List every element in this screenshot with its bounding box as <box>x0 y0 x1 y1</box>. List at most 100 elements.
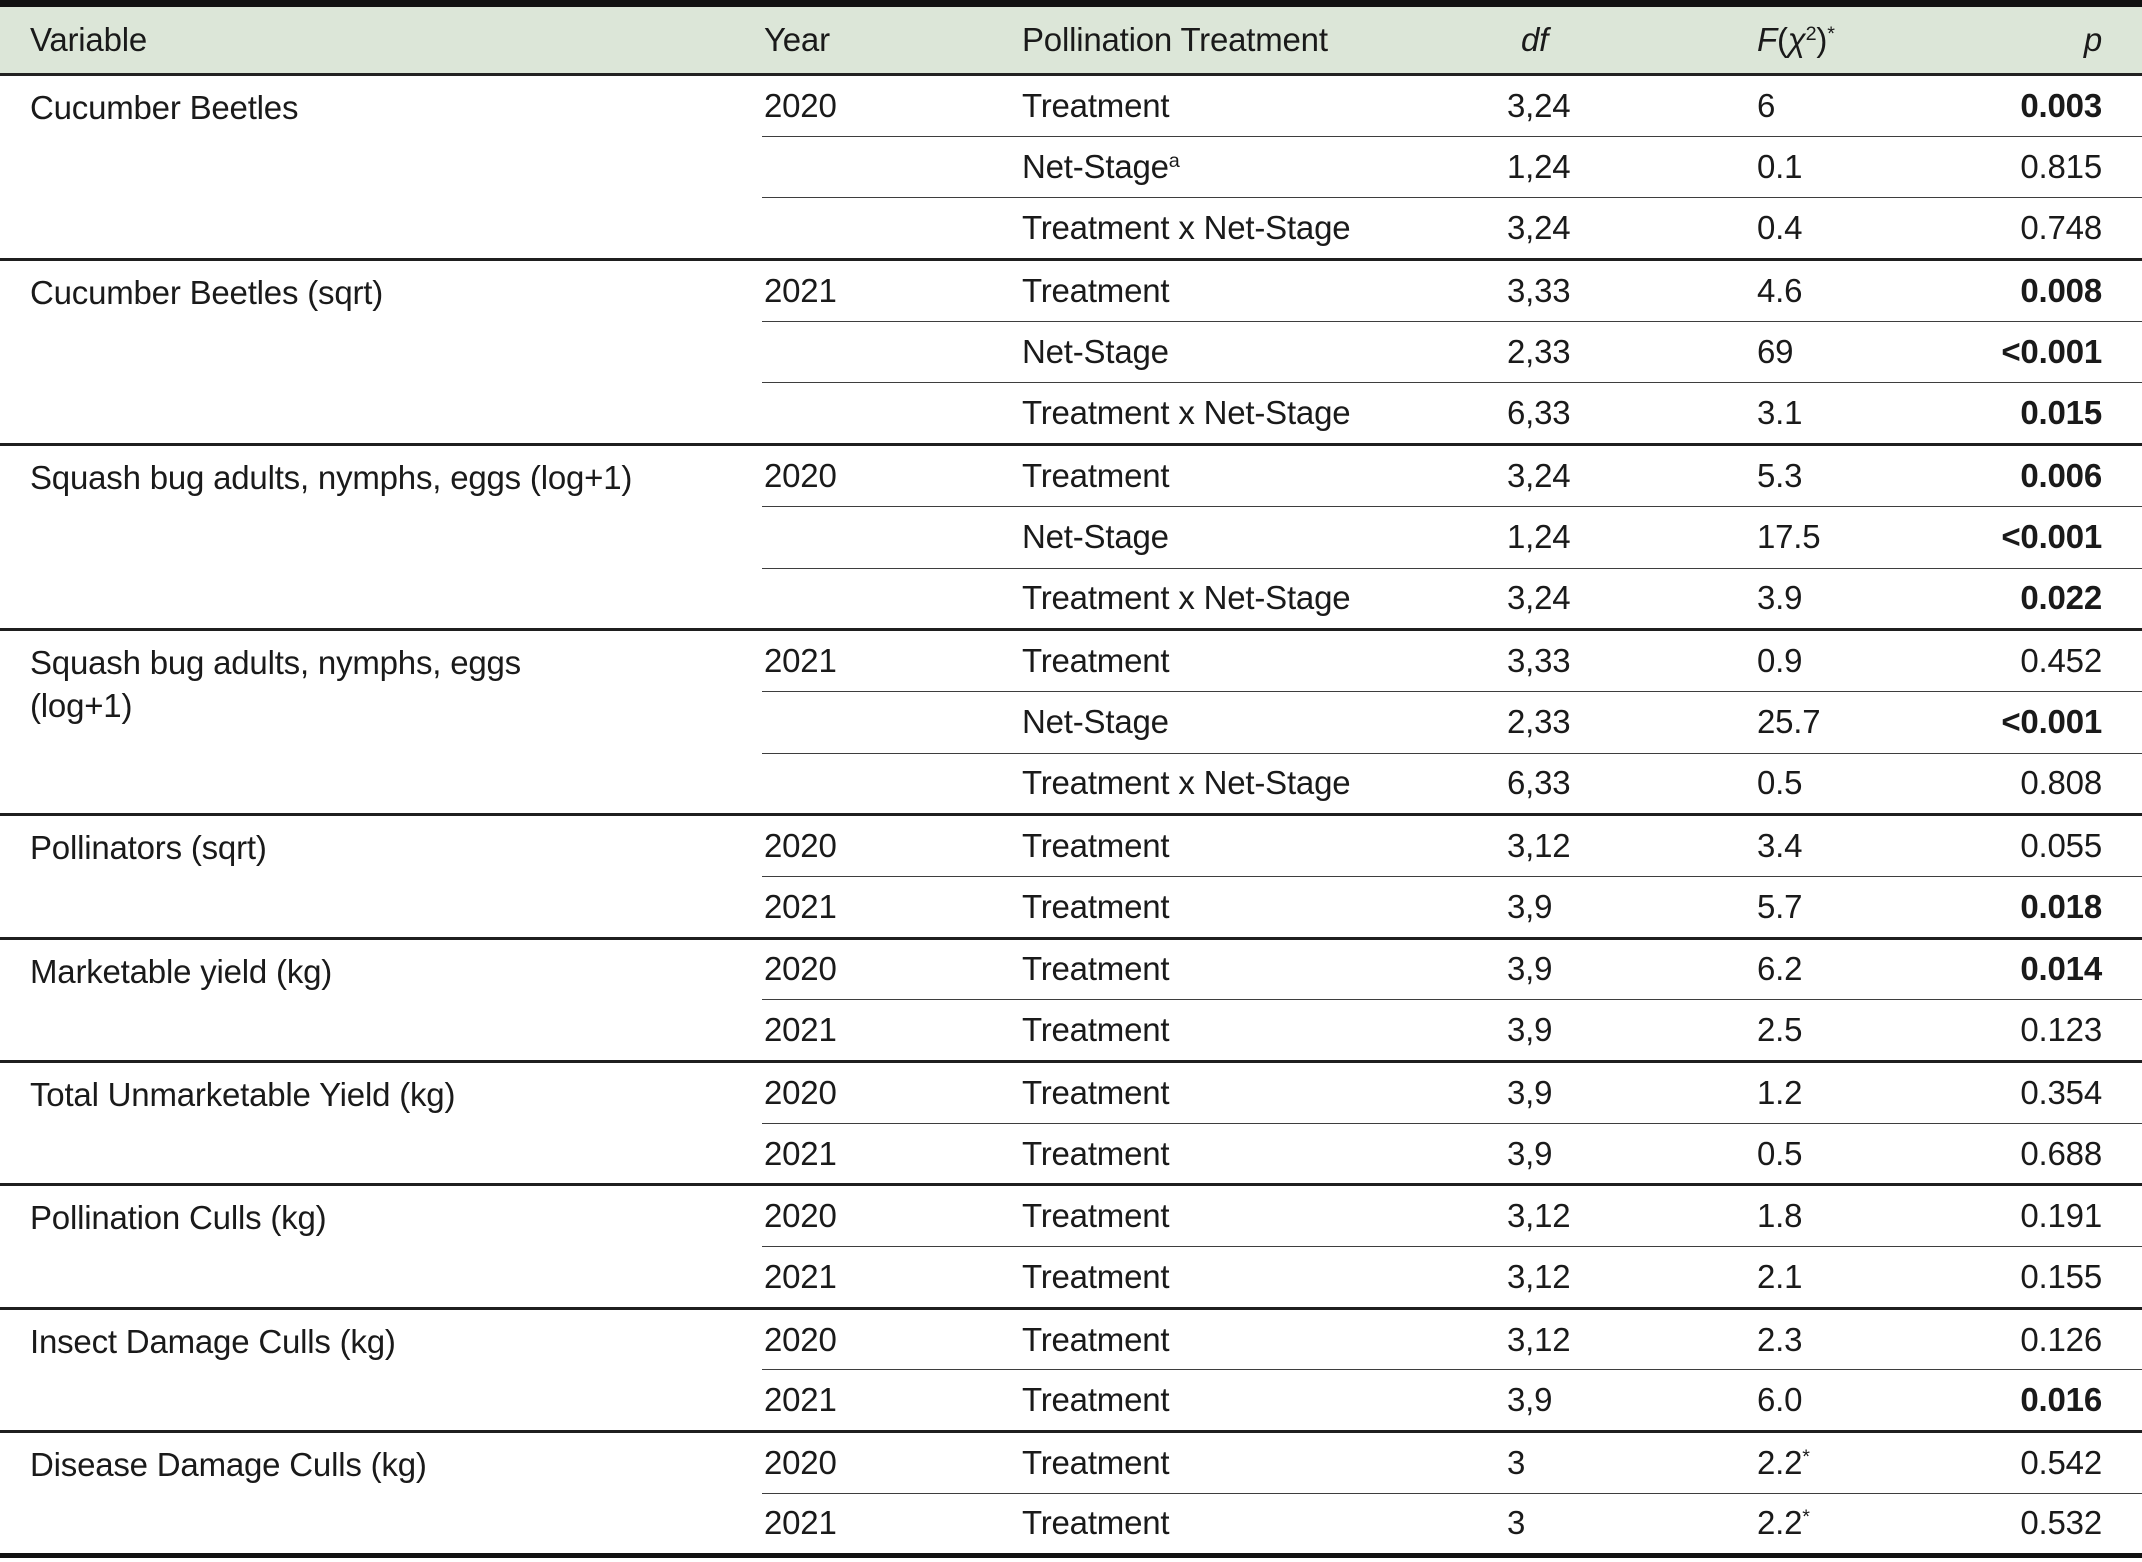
df-cell: 3,12 <box>1505 1246 1755 1309</box>
year-cell: 2020 <box>762 1060 1020 1124</box>
year-cell: 2021 <box>762 1492 1020 1555</box>
table-row: Treatment x Net-Stage 3,24 0.4 0.748 <box>0 197 2142 260</box>
df-cell: 3,24 <box>1505 443 1755 507</box>
treatment-cell: Treatment <box>1020 875 1505 939</box>
table-row: Marketable yield (kg) 2020 Treatment 3,9 6.2… <box>0 936 2142 1062</box>
table-row: Total Unmarketable Yield (kg) 2020 Treatme… <box>0 1059 2142 1185</box>
year-cell <box>762 752 1020 815</box>
year-cell: 2020 <box>762 813 1020 877</box>
df-cell: 3,33 <box>1505 628 1755 692</box>
column-header-p: p <box>2000 3 2142 76</box>
df-cell: 3,9 <box>1505 1122 1755 1185</box>
column-header-df: df <box>1505 3 1755 76</box>
p-value-cell: 0.191 <box>2000 1183 2142 1247</box>
df-cell: 3 <box>1505 1430 1755 1494</box>
table-row: Net-Stage 1,24 17.5 <0.001 <box>0 505 2142 568</box>
table-row: 2021 Treatment 3,9 0.5 0.688 <box>0 1122 2142 1185</box>
f-value-cell: 1.8 <box>1755 1183 2000 1247</box>
variable-cell: Squash bug adults, nymphs, eggs (log+1) <box>0 628 762 815</box>
paren-close: ) <box>1816 21 1828 58</box>
p-value-cell: 0.123 <box>2000 999 2142 1062</box>
table-row: Pollination Culls (kg) 2020 Treatment 3,12 1… <box>0 1183 2142 1309</box>
year-cell: 2021 <box>762 628 1020 692</box>
chi-exponent: 2 <box>1805 23 1817 46</box>
f-value-cell: 69 <box>1755 320 2000 383</box>
table-row: Net-Stage 2,33 25.7 <0.001 <box>0 690 2142 754</box>
df-cell: 3,9 <box>1505 1369 1755 1432</box>
variable-cell: Disease Damage Culls (kg) <box>0 1430 762 1555</box>
df-cell: 3,9 <box>1505 1060 1755 1124</box>
df-cell: 3 <box>1505 1492 1755 1555</box>
p-value-cell: 0.016 <box>2000 1369 2142 1432</box>
column-header-f-chi2: F(χ2)* <box>1755 3 2000 76</box>
treatment-cell: Net-Stage <box>1020 505 1505 568</box>
treatment-cell: Treatment <box>1020 1306 1505 1370</box>
year-cell: 2020 <box>762 1306 1020 1370</box>
df-cell: 2,33 <box>1505 320 1755 383</box>
p-value-cell: 0.055 <box>2000 813 2142 877</box>
variable-cell: Insect Damage Culls (kg) <box>0 1306 762 1432</box>
df-cell: 1,24 <box>1505 135 1755 198</box>
p-value-cell: 0.015 <box>2000 382 2142 445</box>
table-row: 2021 Treatment 3,9 2.5 0.123 <box>0 999 2142 1062</box>
footnote-star: * <box>1827 23 1835 46</box>
treatment-cell: Treatment <box>1020 258 1505 322</box>
table-body: Cucumber Beetles 2020 Treatment 3,24 6 0.003 N… <box>0 72 2142 1555</box>
p-value-cell: 0.748 <box>2000 197 2142 260</box>
year-cell <box>762 690 1020 754</box>
table-row: 2021 Treatment 3,9 5.7 0.018 <box>0 875 2142 939</box>
f-value-cell: 1.2 <box>1755 1060 2000 1124</box>
p-value-cell: 0.155 <box>2000 1246 2142 1309</box>
treatment-cell: Treatment <box>1020 813 1505 877</box>
df-cell: 6,33 <box>1505 382 1755 445</box>
f-value-cell: 6 <box>1755 73 2000 137</box>
treatment-cell: Treatment <box>1020 936 1505 1000</box>
f-value-cell: 6.2 <box>1755 936 2000 1000</box>
table-row: Disease Damage Culls (kg) 2020 Treatment 3 2… <box>0 1430 2142 1555</box>
variable-cell: Pollination Culls (kg) <box>0 1183 762 1309</box>
treatment-cell: Treatment <box>1020 1183 1505 1247</box>
chi-symbol: χ <box>1787 21 1806 58</box>
year-cell: 2021 <box>762 1369 1020 1432</box>
table-row: Treatment x Net-Stage 3,24 3.9 0.022 <box>0 567 2142 630</box>
treatment-cell: Treatment <box>1020 73 1505 137</box>
p-value-cell: 0.008 <box>2000 258 2142 322</box>
treatment-cell: Net-Stage <box>1020 690 1505 754</box>
f-value-cell: 2.1 <box>1755 1246 2000 1309</box>
variable-cell: Cucumber Beetles <box>0 72 762 260</box>
treatment-cell: Treatment x Net-Stage <box>1020 567 1505 630</box>
treatment-cell: Treatment x Net-Stage <box>1020 197 1505 260</box>
p-value-cell: 0.808 <box>2000 752 2142 815</box>
p-value-cell: 0.452 <box>2000 628 2142 692</box>
year-cell: 2020 <box>762 73 1020 137</box>
year-cell <box>762 320 1020 383</box>
treatment-cell: Treatment <box>1020 1430 1505 1494</box>
treatment-cell: Treatment x Net-Stage <box>1020 752 1505 815</box>
f-value-cell: 5.7 <box>1755 875 2000 939</box>
df-cell: 3,33 <box>1505 258 1755 322</box>
f-value-cell: 0.4 <box>1755 197 2000 260</box>
f-value-cell: 3.4 <box>1755 813 2000 877</box>
year-cell: 2020 <box>762 443 1020 507</box>
treatment-cell: Treatment x Net-Stage <box>1020 382 1505 445</box>
table-row: Net-Stagea 1,24 0.1 0.815 <box>0 135 2142 198</box>
table-row: Cucumber Beetles 2020 Treatment 3,24 6 0.003 <box>0 72 2142 260</box>
p-value-cell: 0.532 <box>2000 1492 2142 1555</box>
df-cell: 3,12 <box>1505 813 1755 877</box>
variable-cell: Squash bug adults, nymphs, eggs (log+1) <box>0 443 762 630</box>
p-value-cell: 0.018 <box>2000 875 2142 939</box>
f-value-cell: 0.1 <box>1755 135 2000 198</box>
p-value-cell: 0.815 <box>2000 135 2142 198</box>
table-row: Squash bug adults, nymphs, eggs (log+1) 2… <box>0 443 2142 630</box>
treatment-cell-superscript: a <box>1168 150 1180 173</box>
f-value-cell: 0.5 <box>1755 1122 2000 1185</box>
treatment-cell: Net-Stagea <box>1020 135 1505 198</box>
treatment-cell: Treatment <box>1020 1122 1505 1185</box>
treatment-cell: Treatment <box>1020 628 1505 692</box>
table-row: Net-Stage 2,33 69 <0.001 <box>0 320 2142 383</box>
df-cell: 3,9 <box>1505 999 1755 1062</box>
paren-open: ( <box>1776 21 1788 58</box>
year-cell: 2020 <box>762 936 1020 1000</box>
f-value-cell: 2.2* <box>1755 1430 2000 1494</box>
